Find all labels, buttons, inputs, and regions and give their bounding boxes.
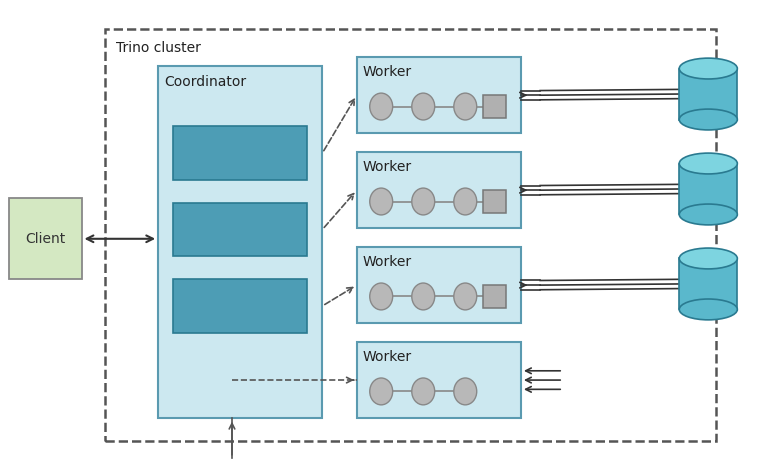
Bar	[483, 96, 505, 117]
Bar	[357, 57, 521, 133]
Bar	[357, 342, 521, 418]
Bar	[483, 191, 505, 212]
Ellipse shape	[680, 248, 737, 269]
Ellipse shape	[370, 93, 393, 120]
Ellipse shape	[680, 153, 737, 174]
Ellipse shape	[680, 299, 737, 320]
Text: Worker: Worker	[363, 350, 412, 364]
Ellipse shape	[370, 378, 393, 405]
Bar	[158, 66, 322, 418]
Text: Client: Client	[25, 232, 65, 246]
Ellipse shape	[454, 188, 477, 215]
Ellipse shape	[412, 188, 435, 215]
Ellipse shape	[680, 58, 737, 79]
Bar	[483, 285, 505, 308]
Text: Coordinator: Coordinator	[164, 75, 246, 89]
Bar	[680, 69, 737, 119]
Bar	[357, 247, 521, 323]
Text: Worker: Worker	[363, 160, 412, 174]
Bar	[173, 279, 307, 333]
Ellipse shape	[412, 93, 435, 120]
Bar	[9, 198, 81, 279]
Text: Worker: Worker	[363, 65, 412, 79]
Ellipse shape	[680, 109, 737, 130]
Ellipse shape	[454, 378, 477, 405]
Ellipse shape	[412, 283, 435, 310]
Ellipse shape	[412, 378, 435, 405]
Ellipse shape	[454, 283, 477, 310]
Text: Parser: Parser	[219, 146, 262, 160]
Text: Scheduler: Scheduler	[206, 299, 275, 313]
Ellipse shape	[370, 188, 393, 215]
Text: Trino cluster: Trino cluster	[116, 41, 201, 55]
Bar	[680, 259, 737, 309]
Bar	[104, 29, 716, 441]
Text: Planner: Planner	[214, 223, 266, 237]
Bar	[680, 164, 737, 214]
Ellipse shape	[680, 204, 737, 225]
Ellipse shape	[454, 93, 477, 120]
Bar	[173, 126, 307, 180]
Bar	[357, 152, 521, 228]
Ellipse shape	[370, 283, 393, 310]
Text: Worker: Worker	[363, 255, 412, 269]
Bar	[173, 203, 307, 256]
